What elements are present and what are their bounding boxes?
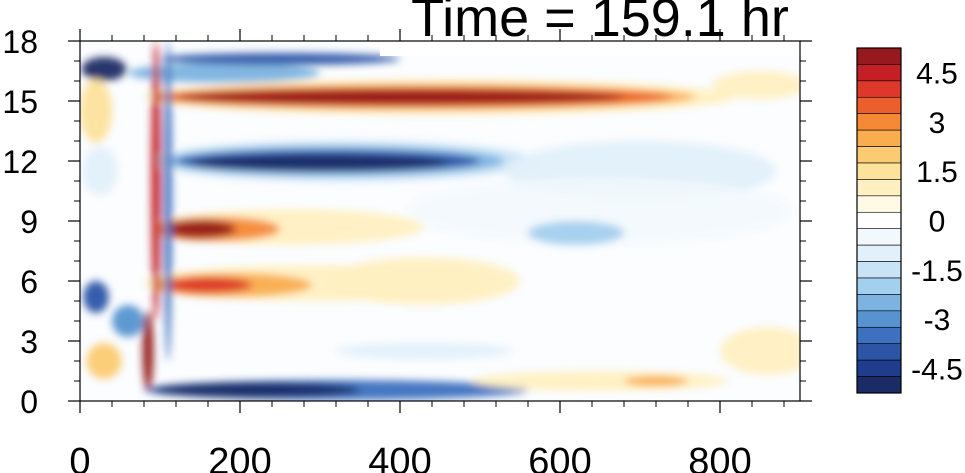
- heat-blob: [624, 376, 688, 386]
- heat-blob: [408, 179, 792, 243]
- heat-blob: [328, 257, 520, 305]
- colorbar-band: [856, 64, 902, 82]
- colorbar-band: [856, 244, 902, 262]
- heat-blob: [192, 154, 448, 172]
- colorbar-tick-label: -1.5: [911, 255, 963, 288]
- colorbar-band: [856, 80, 902, 98]
- x-tick-label: 400: [368, 441, 431, 473]
- colorbar-band: [856, 129, 902, 147]
- heat-blob: [82, 147, 118, 195]
- y-tick-label: 6: [20, 264, 38, 300]
- blank-region: [380, 41, 800, 56]
- colorbar-legend: 4.5 3 1.5 0 -1.5 -3 -4.5: [856, 47, 963, 394]
- y-tick-label: 3: [20, 324, 38, 360]
- colorbar-band: [856, 113, 902, 131]
- colorbar-band: [856, 179, 902, 197]
- colorbar-band: [856, 195, 902, 213]
- colorbar-band: [856, 96, 902, 115]
- heat-blob: [528, 221, 624, 245]
- colorbar-band: [856, 277, 902, 295]
- heat-blob: [336, 343, 512, 359]
- colorbar-band: [856, 228, 902, 246]
- colorbar-band: [856, 146, 902, 164]
- heat-blob: [128, 63, 320, 83]
- colorbar-tick-label: -3: [924, 304, 951, 337]
- heat-blob: [151, 41, 161, 321]
- colorbar-band: [856, 294, 902, 312]
- colorbar-band: [856, 376, 902, 394]
- colorbar-tick-label: 1.5: [916, 156, 958, 189]
- chart-title: Time = 159.1 hr: [411, 0, 789, 48]
- heat-blob: [176, 89, 624, 105]
- heat-blob: [164, 41, 172, 361]
- heat-blob: [86, 343, 122, 379]
- colorbar-band: [856, 47, 902, 65]
- colorbar-frame: [856, 47, 902, 394]
- x-tick-label: 200: [208, 441, 271, 473]
- plot-field: [80, 41, 800, 401]
- y-axis: 0 3 6 9 12 15 18: [2, 24, 812, 420]
- x-tick-label: 800: [688, 441, 751, 473]
- heat-blob: [164, 277, 252, 293]
- y-tick-label: 0: [20, 384, 38, 420]
- colorbar-tick-label: 3: [929, 107, 946, 140]
- x-tick-label: 600: [528, 441, 591, 473]
- heat-blob: [720, 327, 800, 375]
- x-tick-label: 0: [69, 441, 90, 473]
- colorbar-band: [856, 162, 902, 180]
- colorbar-tick-label: -4.5: [911, 353, 963, 386]
- colorbar-band: [856, 310, 902, 328]
- y-tick-label: 15: [2, 84, 38, 120]
- heat-blob: [112, 305, 144, 337]
- colorbar-tick-label: 0: [929, 206, 946, 239]
- colorbar-band: [856, 343, 902, 361]
- colorbar-band: [856, 326, 902, 345]
- heat-blob: [712, 71, 800, 99]
- heat-blob: [152, 382, 360, 398]
- heat-blob: [80, 79, 112, 143]
- colorbar-band: [856, 211, 902, 230]
- heat-blob: [142, 311, 154, 391]
- colorbar-band: [856, 359, 902, 377]
- colorbar-band: [856, 261, 902, 279]
- y-tick-label: 12: [2, 144, 38, 180]
- heat-blob: [81, 57, 127, 81]
- heat-blob: [160, 53, 400, 65]
- y-tick-label: 9: [20, 204, 38, 240]
- colorbar-tick-label: 4.5: [916, 58, 958, 91]
- x-axis: 0 200 400 600 800: [69, 29, 785, 473]
- heat-blob: [164, 220, 236, 238]
- heat-blob: [83, 281, 109, 313]
- heat-blob: [472, 371, 728, 391]
- y-tick-label: 18: [2, 24, 38, 60]
